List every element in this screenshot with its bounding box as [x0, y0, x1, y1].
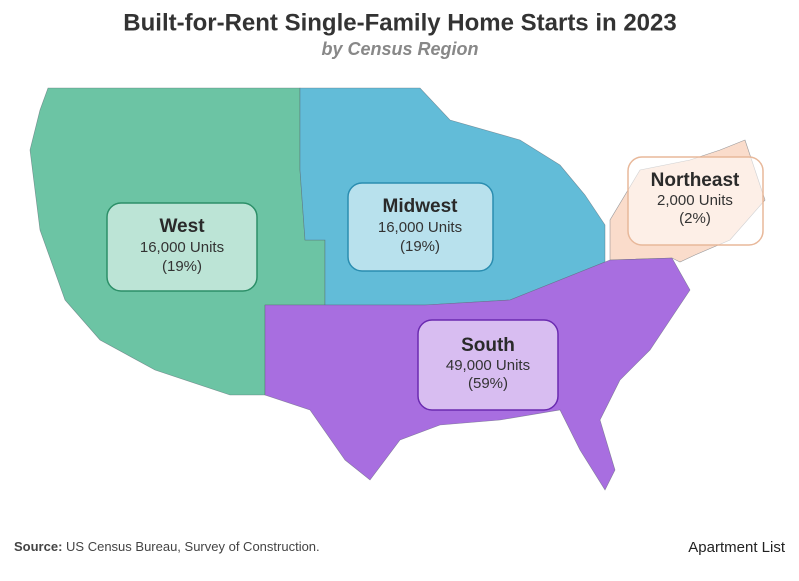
region-name: Midwest	[383, 196, 459, 217]
region-name: West	[159, 216, 205, 237]
region-name: Northeast	[651, 170, 740, 191]
title: Built-for-Rent Single-Family Home Starts…	[123, 9, 676, 36]
region-units: 2,000 Units	[657, 192, 733, 209]
label-box	[627, 156, 764, 246]
region-share: (19%)	[400, 238, 440, 255]
logo: Apartment List	[688, 539, 786, 556]
label-west: West 16,000 Units (19%)	[106, 202, 258, 292]
region-units: 16,000 Units	[378, 219, 462, 236]
region-share: (59%)	[468, 375, 508, 392]
region-name: South	[461, 335, 515, 356]
subtitle: by Census Region	[321, 39, 478, 59]
label-midwest: Midwest 16,000 Units (19%)	[347, 182, 494, 272]
region-share: (2%)	[679, 210, 711, 227]
region-units: 49,000 Units	[446, 357, 530, 374]
region-units: 16,000 Units	[140, 239, 224, 256]
source-label: Source:	[14, 539, 62, 554]
region-share: (19%)	[162, 258, 202, 275]
label-box	[347, 182, 494, 272]
label-box	[417, 319, 559, 411]
label-northeast: Northeast 2,000 Units (2%)	[627, 156, 764, 246]
label-south: South 49,000 Units (59%)	[417, 319, 559, 411]
source-text: US Census Bureau, Survey of Construction…	[66, 539, 320, 554]
label-box	[106, 202, 258, 292]
source: Source: US Census Bureau, Survey of Cons…	[14, 539, 320, 554]
